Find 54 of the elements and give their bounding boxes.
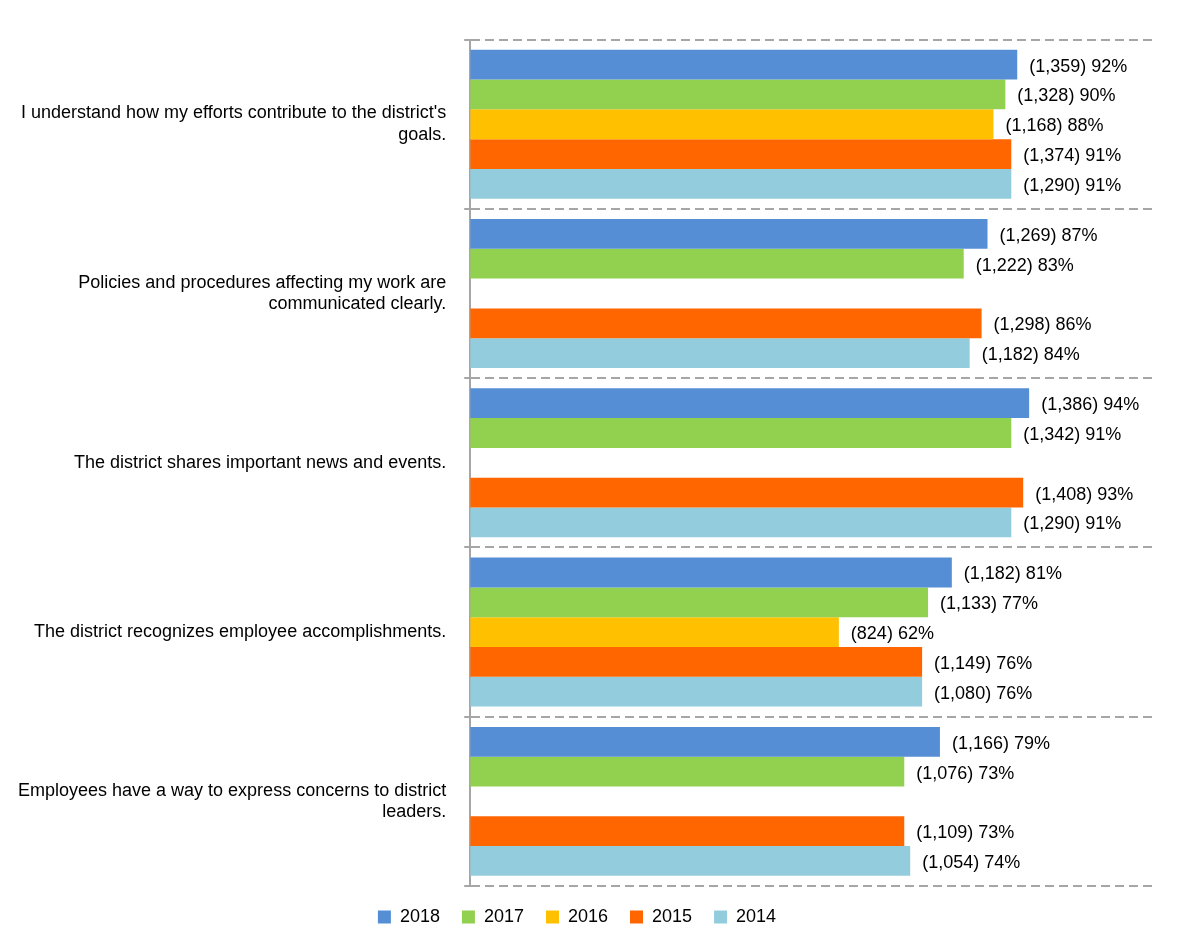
bar	[470, 756, 905, 787]
bar	[470, 646, 923, 677]
bar	[470, 477, 1024, 508]
bar	[470, 846, 911, 876]
bar	[470, 49, 1018, 80]
data-label: (1,109) 73%	[916, 822, 1015, 843]
y-tick-label: I understand how my efforts contribute to the district's goals.	[20, 102, 447, 145]
data-label: (1,133) 77%	[940, 593, 1039, 614]
data-label: (1,374) 91%	[1023, 145, 1122, 165]
data-label: (1,166) 79%	[951, 732, 1050, 753]
data-label: (1,328) 90%	[1017, 85, 1116, 106]
bar	[470, 726, 940, 757]
bar	[470, 676, 923, 707]
bar	[470, 168, 1012, 199]
data-label: (1,290) 91%	[1023, 513, 1122, 534]
data-label: (1,149) 76%	[934, 652, 1033, 673]
data-label: (824) 62%	[850, 623, 934, 644]
legend-label: 2016	[567, 905, 609, 926]
y-tick-label: The district shares important news and events.	[74, 451, 447, 472]
y-tick-label: Employees have a way to express concerns to district leaders.	[17, 779, 447, 822]
legend-label: 2018	[399, 905, 440, 926]
y-tick-label: The district recognizes employee accomplishments.	[34, 621, 447, 642]
legend-label: 2014	[736, 905, 777, 926]
bar	[470, 388, 1030, 419]
legend-label: 2015	[652, 905, 693, 926]
data-label: (1,386) 94%	[1041, 394, 1140, 415]
data-label: (1,298) 86%	[993, 314, 1092, 335]
data-label: (1,290) 91%	[1023, 174, 1122, 195]
legend-label: 2017	[483, 905, 524, 926]
bar	[470, 79, 1006, 110]
data-label: (1,182) 81%	[963, 563, 1062, 584]
data-label: (1,076) 73%	[916, 762, 1015, 783]
bar	[470, 587, 929, 618]
bar	[470, 338, 970, 368]
data-label: (1,222) 83%	[975, 254, 1074, 275]
bar	[470, 617, 839, 647]
data-label: (1,182) 84%	[981, 344, 1080, 365]
bar	[470, 139, 1012, 169]
bar	[470, 109, 994, 140]
bar	[470, 308, 982, 339]
bar	[470, 219, 988, 249]
bar	[470, 248, 964, 279]
bar	[470, 816, 905, 847]
data-label: (1,168) 88%	[1005, 115, 1104, 136]
data-label: (1,408) 93%	[1035, 483, 1134, 504]
bar	[470, 557, 952, 588]
data-label: (1,080) 76%	[934, 682, 1033, 703]
bar	[470, 418, 1012, 448]
data-label: (1,054) 74%	[922, 851, 1021, 872]
data-label: (1,269) 87%	[999, 224, 1098, 245]
y-tick-label: Policies and procedures affecting my work are communicated clearly.	[78, 271, 447, 314]
bar	[470, 507, 1012, 538]
data-label: (1,359) 92%	[1029, 55, 1128, 76]
data-label: (1,342) 91%	[1023, 423, 1122, 444]
